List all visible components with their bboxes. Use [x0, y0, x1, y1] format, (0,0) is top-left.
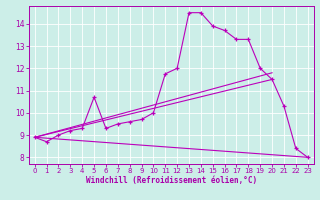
X-axis label: Windchill (Refroidissement éolien,°C): Windchill (Refroidissement éolien,°C): [86, 176, 257, 185]
